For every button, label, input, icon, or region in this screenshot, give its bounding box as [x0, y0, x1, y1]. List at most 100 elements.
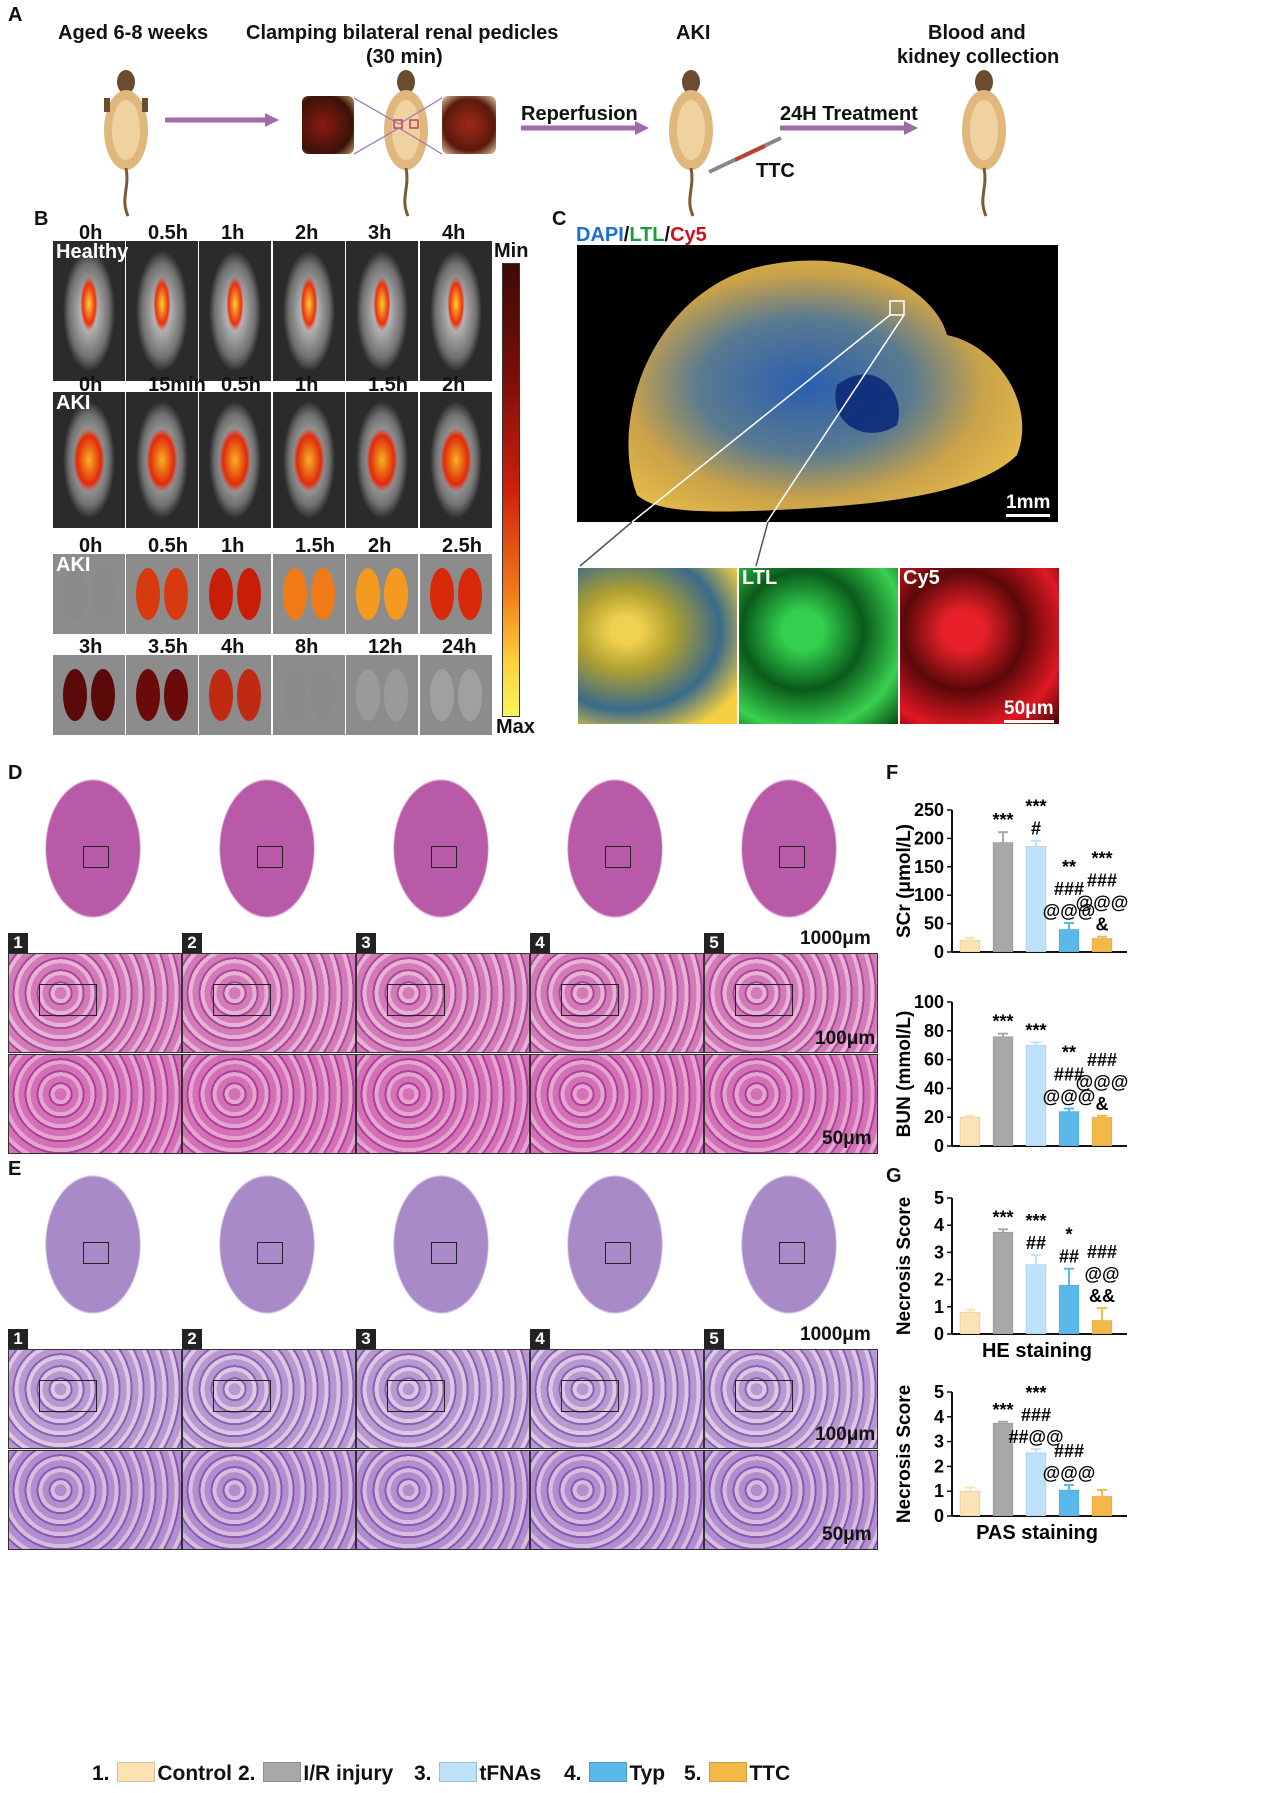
significance-mark: @@ [1084, 1264, 1119, 1284]
y-tick-label: 150 [914, 857, 944, 877]
significance-mark: *** [992, 810, 1013, 830]
significance-mark: ### [1087, 871, 1117, 891]
significance-mark: @@@ [1043, 1087, 1096, 1107]
section-50um-image [704, 1450, 878, 1550]
time-label: 0h [79, 535, 103, 557]
significance-mark: *** [992, 1207, 1013, 1227]
bar [992, 1231, 1014, 1335]
legend-number: 5. [684, 1762, 702, 1785]
ivis-mouse-image [273, 392, 345, 528]
bar [1091, 1319, 1113, 1335]
time-label: 4h [442, 222, 466, 244]
time-label: 1.5h [295, 535, 336, 557]
legend-number: 4. [564, 1762, 582, 1785]
significance-mark: ##@@ [1008, 1427, 1063, 1447]
ivis-kidney-image [53, 554, 125, 634]
ivis-mouse-image [53, 241, 125, 381]
arrow-3-icon [780, 121, 918, 135]
y-tick-label: 4 [934, 1215, 944, 1235]
legend-item: 1. Control [92, 1762, 232, 1786]
legend-swatch [117, 1762, 156, 1782]
ivis-kidney-image [273, 655, 345, 735]
time-label: 8h [295, 636, 319, 658]
ivis-kidney-image [346, 655, 418, 735]
kidney-section-image [550, 1162, 680, 1327]
bar [1058, 1284, 1080, 1335]
significance-mark: *** [1025, 1211, 1046, 1231]
legend-name: Control [157, 1762, 233, 1785]
significance-mark: *** [1025, 1383, 1046, 1403]
panel-label-g: G [886, 1165, 902, 1187]
x-axis-label: PAS staining [976, 1522, 1098, 1544]
section-50um-image [530, 1054, 704, 1154]
significance-mark: @@@ [1076, 1072, 1129, 1092]
section-100um-image [8, 1349, 182, 1449]
significance-mark: ** [1062, 857, 1076, 877]
section-100um-image [8, 953, 182, 1053]
ivis-kidney-image [53, 655, 125, 735]
scale-100um: 100μm [815, 1028, 876, 1049]
group-number-badge: 1 [8, 933, 28, 953]
kidney-fluorescence-overview [577, 245, 1058, 522]
time-label: 2h [442, 374, 466, 396]
ivis-mouse-image [273, 241, 345, 381]
significance-mark: ### [1087, 1050, 1117, 1070]
bar [1025, 1264, 1047, 1335]
legend-item: 2. I/R injury [238, 1762, 393, 1786]
ivis-mouse-image [420, 392, 492, 528]
y-tick-label: 0 [934, 1506, 944, 1526]
group-label: AKI [56, 554, 91, 576]
time-label: 3h [368, 222, 392, 244]
mouse-illustration-1 [104, 70, 148, 217]
bar [1058, 1110, 1080, 1147]
significance-mark: ### [1021, 1405, 1051, 1425]
section-100um-image [182, 1349, 356, 1449]
y-tick-label: 0 [934, 1324, 944, 1344]
group-number-badge: 3 [356, 933, 376, 953]
panel-label-f: F [886, 762, 899, 784]
section-50um-image [8, 1054, 182, 1154]
bar [1091, 937, 1113, 953]
section-100um-image [356, 953, 530, 1053]
time-label: 2.5h [442, 535, 483, 557]
group-legend: 1. Control 2. I/R injury 3. tFNAs 4. Typ… [92, 1762, 1262, 1792]
time-label: 0h [79, 222, 103, 244]
group-number-badge: 2 [182, 933, 202, 953]
bar [1025, 845, 1047, 953]
step-aged-label: Aged 6-8 weeks [58, 22, 209, 44]
syringe-icon [708, 136, 782, 174]
section-100um-image [356, 1349, 530, 1449]
y-tick-label: 80 [924, 1021, 944, 1041]
y-tick-label: 20 [924, 1107, 944, 1127]
time-label: 0.5h [148, 222, 189, 244]
ivis-kidney-image [420, 655, 492, 735]
legend-number: 1. [92, 1762, 110, 1785]
group-number-badge: 3 [356, 1329, 376, 1349]
significance-mark: @@@ [1043, 1463, 1096, 1483]
y-tick-label: 5 [934, 1188, 944, 1208]
y-tick-label: 50 [924, 914, 944, 934]
step-clamp-label: Clamping bilateral renal pedicles [246, 22, 559, 44]
significance-mark: @@@ [1076, 893, 1129, 913]
kidney-section-image [28, 766, 158, 931]
y-axis-label: SCr (μmol/L) [894, 824, 915, 938]
arrow-reperfusion-label: Reperfusion [521, 103, 638, 125]
legend-name: I/R injury [303, 1762, 394, 1785]
group-number-badge: 5 [704, 933, 724, 953]
bar [959, 1490, 981, 1517]
time-label: 1h [295, 374, 319, 396]
kidney-section-image [376, 766, 506, 931]
ivis-kidney-image [199, 554, 271, 634]
ivis-mouse-image [346, 392, 418, 528]
legend-item: 5. TTC [684, 1762, 790, 1786]
legend-swatch [263, 1762, 302, 1782]
colorbar [502, 263, 520, 717]
legend-item: 4. Typ [564, 1762, 665, 1786]
y-axis-label: Necrosis Score [894, 1197, 915, 1335]
stain-cy5: Cy5 [670, 224, 707, 246]
mouse-illustration-3 [669, 70, 713, 217]
surgery-photo-right [442, 96, 496, 154]
y-tick-label: 4 [934, 1407, 944, 1427]
section-100um-image [704, 953, 878, 1053]
group-label: Healthy [56, 241, 129, 263]
